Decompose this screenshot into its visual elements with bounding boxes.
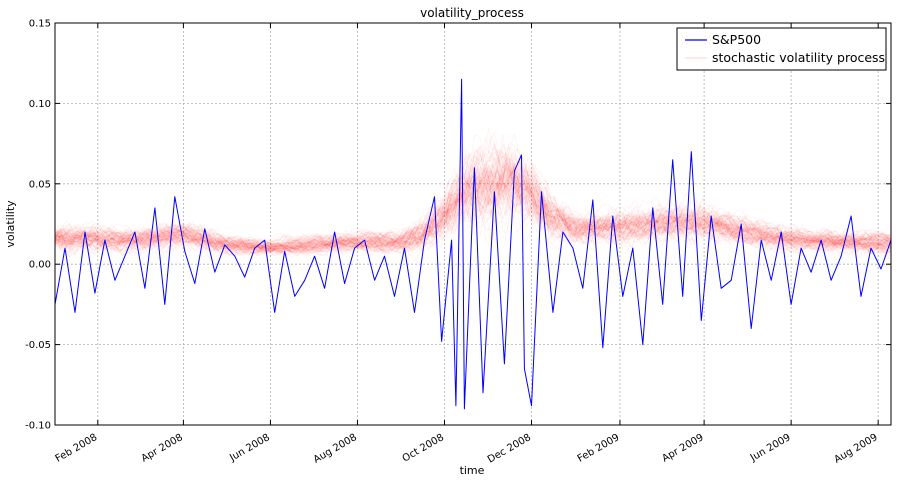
volatility-sample-path bbox=[54, 164, 892, 252]
legend-label-volatility: stochastic volatility process bbox=[712, 50, 885, 65]
volatility-sample-path bbox=[54, 171, 892, 256]
volatility-sample-path bbox=[54, 164, 892, 253]
x-tick-label: Jun 2009 bbox=[748, 432, 793, 464]
volatility-sample-path bbox=[54, 141, 892, 257]
volatility-sample-path bbox=[54, 154, 892, 257]
volatility-sample-path bbox=[54, 164, 892, 254]
x-tick-label: Aug 2009 bbox=[832, 432, 879, 466]
x-tick-label: Feb 2008 bbox=[54, 432, 100, 465]
sp500-line bbox=[54, 78, 892, 410]
volatility-sample-path bbox=[54, 172, 892, 256]
volatility-sample-path bbox=[54, 148, 892, 253]
volatility-sample-path bbox=[54, 156, 892, 257]
x-axis-label: time bbox=[460, 464, 485, 477]
volatility-sample-path bbox=[54, 161, 892, 252]
volatility-sample-path bbox=[54, 162, 892, 258]
sp500-series bbox=[54, 78, 892, 410]
volatility-sample-path bbox=[54, 167, 892, 258]
volatility-sample-path bbox=[54, 184, 892, 254]
volatility-sample-path bbox=[54, 165, 892, 252]
plot-frame bbox=[54, 22, 892, 426]
volatility-sample-path bbox=[54, 147, 892, 254]
y-axis-label: volatility bbox=[4, 200, 17, 248]
volatility-sample-path bbox=[54, 175, 892, 253]
volatility-sample-path bbox=[54, 134, 892, 254]
volatility-sample-path bbox=[54, 145, 892, 252]
volatility-sample-path bbox=[54, 168, 892, 257]
volatility-sample-path bbox=[54, 148, 892, 260]
volatility-sample-path bbox=[54, 133, 892, 259]
legend-label-sp500: S&P500 bbox=[712, 32, 761, 47]
x-tick-label: Aug 2008 bbox=[312, 432, 359, 466]
volatility-sample-path bbox=[54, 134, 892, 257]
x-tick-label: Apr 2008 bbox=[140, 432, 185, 464]
volatility-sample-path bbox=[54, 157, 892, 255]
volatility-sample-path bbox=[54, 164, 892, 253]
volatility-sample-path bbox=[54, 144, 892, 254]
y-tick-label: -0.10 bbox=[25, 421, 51, 432]
volatility-sample-path bbox=[54, 157, 892, 254]
volatility-sample-path bbox=[54, 149, 892, 256]
volatility-sample-path bbox=[54, 173, 892, 256]
volatility-sample-path bbox=[54, 179, 892, 262]
volatility-sample-path bbox=[54, 180, 892, 255]
volatility-sample-path bbox=[54, 163, 892, 258]
volatility-sample-path bbox=[54, 152, 892, 252]
y-tick-label: -0.05 bbox=[25, 340, 51, 351]
volatility-sample-path bbox=[54, 153, 892, 257]
y-tick-label: 0.00 bbox=[29, 260, 51, 271]
volatility-sample-path bbox=[54, 168, 892, 257]
volatility-sample-path bbox=[54, 149, 892, 256]
volatility-sample-path bbox=[54, 131, 892, 257]
y-tick-label: 0.10 bbox=[29, 99, 51, 110]
x-tick-label: Feb 2009 bbox=[576, 432, 622, 465]
x-tick-label: Apr 2009 bbox=[660, 432, 705, 464]
volatility-sample-path bbox=[54, 155, 892, 256]
y-tick-label: 0.05 bbox=[29, 179, 51, 190]
volatility-sample-path bbox=[54, 157, 892, 255]
volatility-sample-path bbox=[54, 149, 892, 253]
volatility-sample-path bbox=[54, 160, 892, 256]
legend: S&P500 stochastic volatility process bbox=[676, 27, 887, 71]
volatility-sample-path bbox=[54, 147, 892, 259]
x-tick-label: Jun 2008 bbox=[227, 432, 272, 464]
volatility-sample-path bbox=[54, 135, 892, 257]
y-tick-label: 0.15 bbox=[29, 19, 51, 30]
volatility-sample-path bbox=[54, 163, 892, 257]
volatility-sample-path bbox=[54, 143, 892, 257]
legend-box bbox=[676, 27, 887, 71]
volatility-sample-path bbox=[54, 134, 892, 252]
volatility-sample-path bbox=[54, 169, 892, 260]
volatility-sample-path bbox=[55, 177, 892, 256]
y-axis-ticks: -0.10 -0.05 0.00 0.05 0.10 0.15 bbox=[25, 19, 891, 432]
volatility-sample-path bbox=[54, 145, 892, 256]
x-tick-label: Dec 2008 bbox=[486, 432, 533, 466]
volatility-sample-path bbox=[54, 170, 892, 260]
volatility-sample-path bbox=[54, 178, 892, 253]
x-tick-label: Oct 2008 bbox=[401, 432, 446, 464]
volatility-sample-path bbox=[54, 181, 892, 250]
volatility-sample-path bbox=[54, 160, 892, 253]
volatility-sample-path bbox=[54, 144, 892, 257]
volatility-sample-path bbox=[54, 166, 891, 255]
chart-title: volatility_process bbox=[420, 6, 524, 20]
volatility-sample-path bbox=[54, 152, 892, 256]
volatility-sample-path bbox=[54, 159, 892, 255]
volatility-sample-path bbox=[54, 127, 892, 258]
volatility-sample-path bbox=[54, 160, 892, 257]
volatility-sample-path bbox=[54, 170, 892, 255]
